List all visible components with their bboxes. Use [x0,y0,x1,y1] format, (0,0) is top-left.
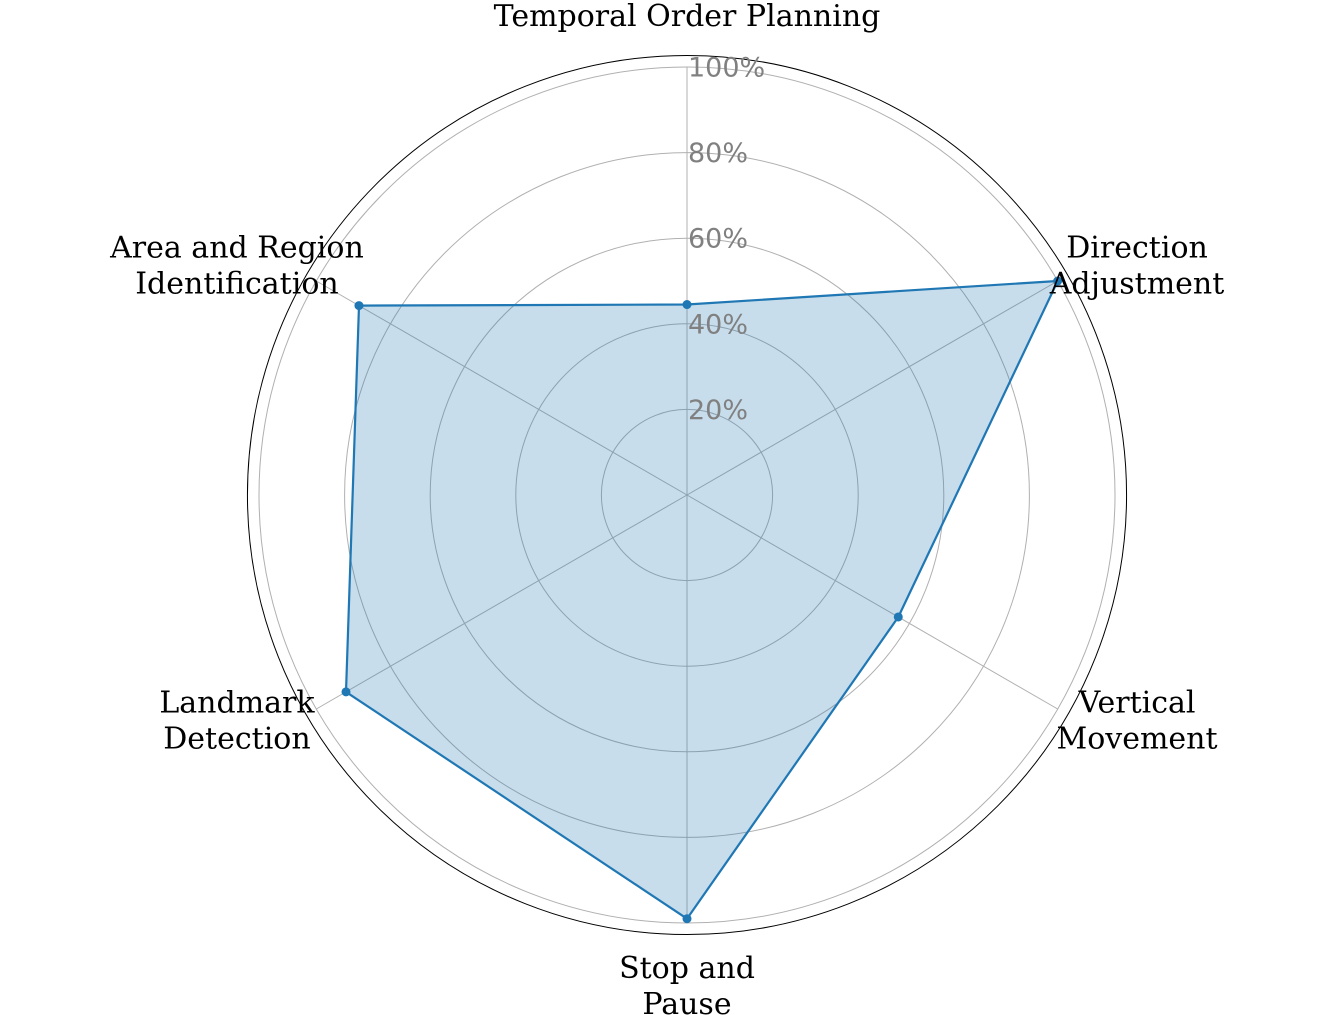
data-point-5 [341,687,351,697]
spoke-6 [316,280,688,496]
series-area [346,281,1058,919]
data-point-1 [682,300,692,310]
data-point-4 [682,914,692,924]
r-tick-label-4: 80% [688,138,748,169]
data-point-3 [893,612,903,622]
tick-label-layer: 20% 40% 60% 80% 100% [688,53,765,426]
category-label-3: Vertical Movement [1057,686,1218,757]
category-label-1: Temporal Order Planning [494,0,881,34]
data-point-6 [354,301,364,311]
category-label-5: Landmark Detection [159,686,315,757]
spoke-layer [316,67,1058,923]
data-point-2 [1053,276,1063,286]
category-label-4: Stop and Pause [619,951,755,1015]
r-tick-label-3: 60% [688,224,748,255]
spoke-2 [686,280,1058,496]
spoke-3 [686,494,1058,710]
spoke-5 [316,494,688,710]
r-tick-label-1: 20% [688,395,748,426]
r-tick-label-2: 40% [688,309,748,340]
series-layer [341,276,1063,924]
category-label-2: Direction Adjustment [1049,231,1225,302]
outer-spine [246,54,1128,936]
category-label-6: Area and Region Identification [109,231,364,302]
r-tick-label-5: 100% [688,53,765,84]
axis-label-layer: Temporal Order Planning Direction Adjustme… [109,0,1224,1015]
